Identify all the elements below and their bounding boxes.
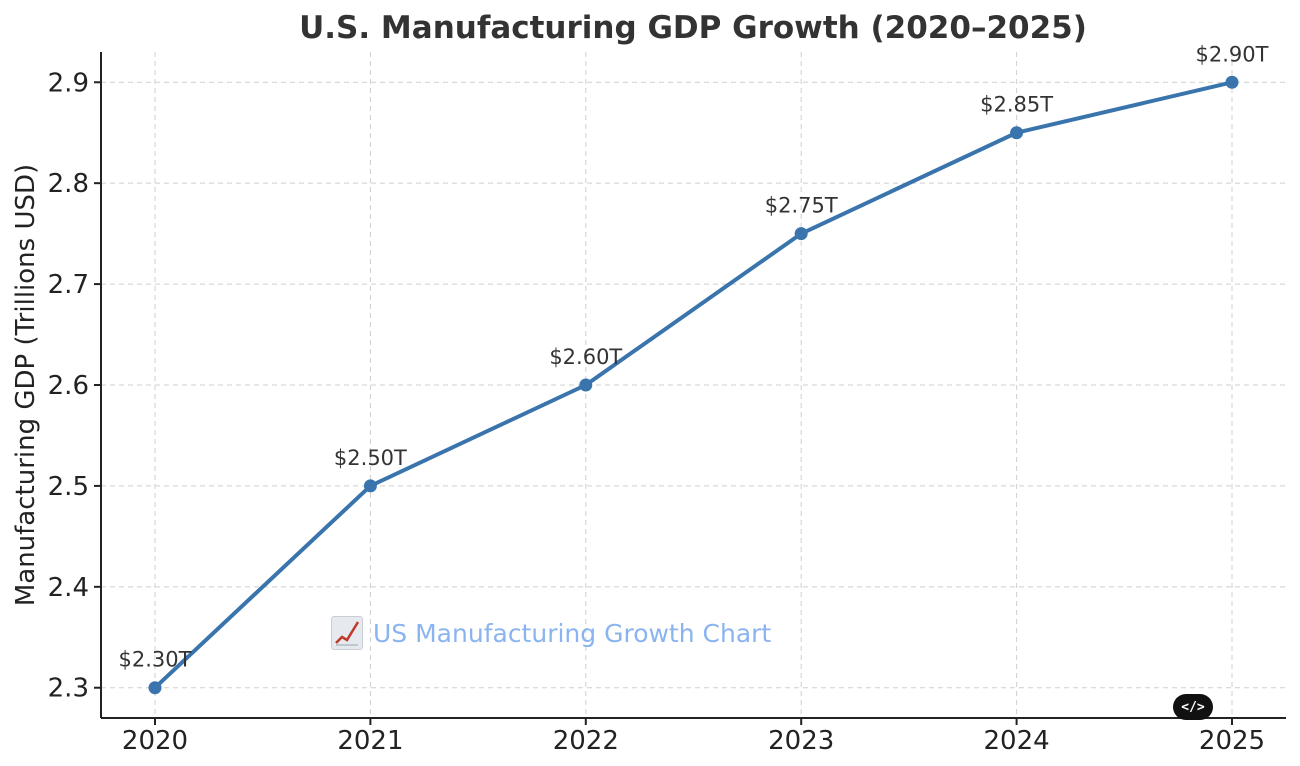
y-tick-label: 2.4 xyxy=(48,573,89,603)
y-tick-label: 2.7 xyxy=(48,270,89,300)
chart-increasing-icon xyxy=(331,616,363,650)
series-line-group xyxy=(153,80,1233,690)
chart-link[interactable]: US Manufacturing Growth Chart xyxy=(331,616,771,650)
data-label: $2.50T xyxy=(334,446,407,470)
data-label: $2.85T xyxy=(980,93,1053,117)
data-point xyxy=(579,378,593,392)
y-tick-label: 2.8 xyxy=(48,169,89,199)
x-tick-labels: 2020 2021 2022 2023 2024 2025 xyxy=(122,718,1265,756)
y-tick-labels: 2.3 2.4 2.5 2.6 2.7 2.8 2.9 xyxy=(48,68,101,704)
data-label: $2.90T xyxy=(1196,42,1269,66)
code-icon: </> xyxy=(1181,699,1205,715)
data-labels: $2.30T $2.50T $2.60T $2.75T $2.85T $2.90T xyxy=(119,42,1269,671)
y-tick-label: 2.3 xyxy=(48,674,89,704)
data-point xyxy=(363,479,377,493)
x-tick-label: 2024 xyxy=(984,726,1050,756)
y-gridlines xyxy=(101,81,1286,689)
y-tick-label: 2.5 xyxy=(48,472,89,502)
data-points xyxy=(148,75,1239,695)
x-tick-label: 2021 xyxy=(337,726,403,756)
y-axis-label: Manufacturing GDP (Trillions USD) xyxy=(11,164,41,606)
x-tick-label: 2020 xyxy=(122,726,188,756)
data-point xyxy=(148,681,162,695)
y-tick-label: 2.6 xyxy=(48,371,89,401)
y-tick-label: 2.9 xyxy=(48,68,89,98)
x-tick-label: 2023 xyxy=(768,726,834,756)
x-tick-label: 2025 xyxy=(1199,726,1265,756)
data-point xyxy=(1225,75,1239,89)
chart-link-text[interactable]: US Manufacturing Growth Chart xyxy=(373,618,772,648)
series-line xyxy=(153,80,1233,690)
chart-title: U.S. Manufacturing GDP Growth (2020–2025… xyxy=(299,10,1087,46)
data-point xyxy=(1010,126,1024,140)
code-badge[interactable]: </> xyxy=(1173,694,1213,720)
data-label: $2.60T xyxy=(549,345,622,369)
data-point xyxy=(794,227,808,241)
data-label: $2.30T xyxy=(119,648,192,672)
x-tick-label: 2022 xyxy=(553,726,619,756)
data-label: $2.75T xyxy=(765,194,838,218)
